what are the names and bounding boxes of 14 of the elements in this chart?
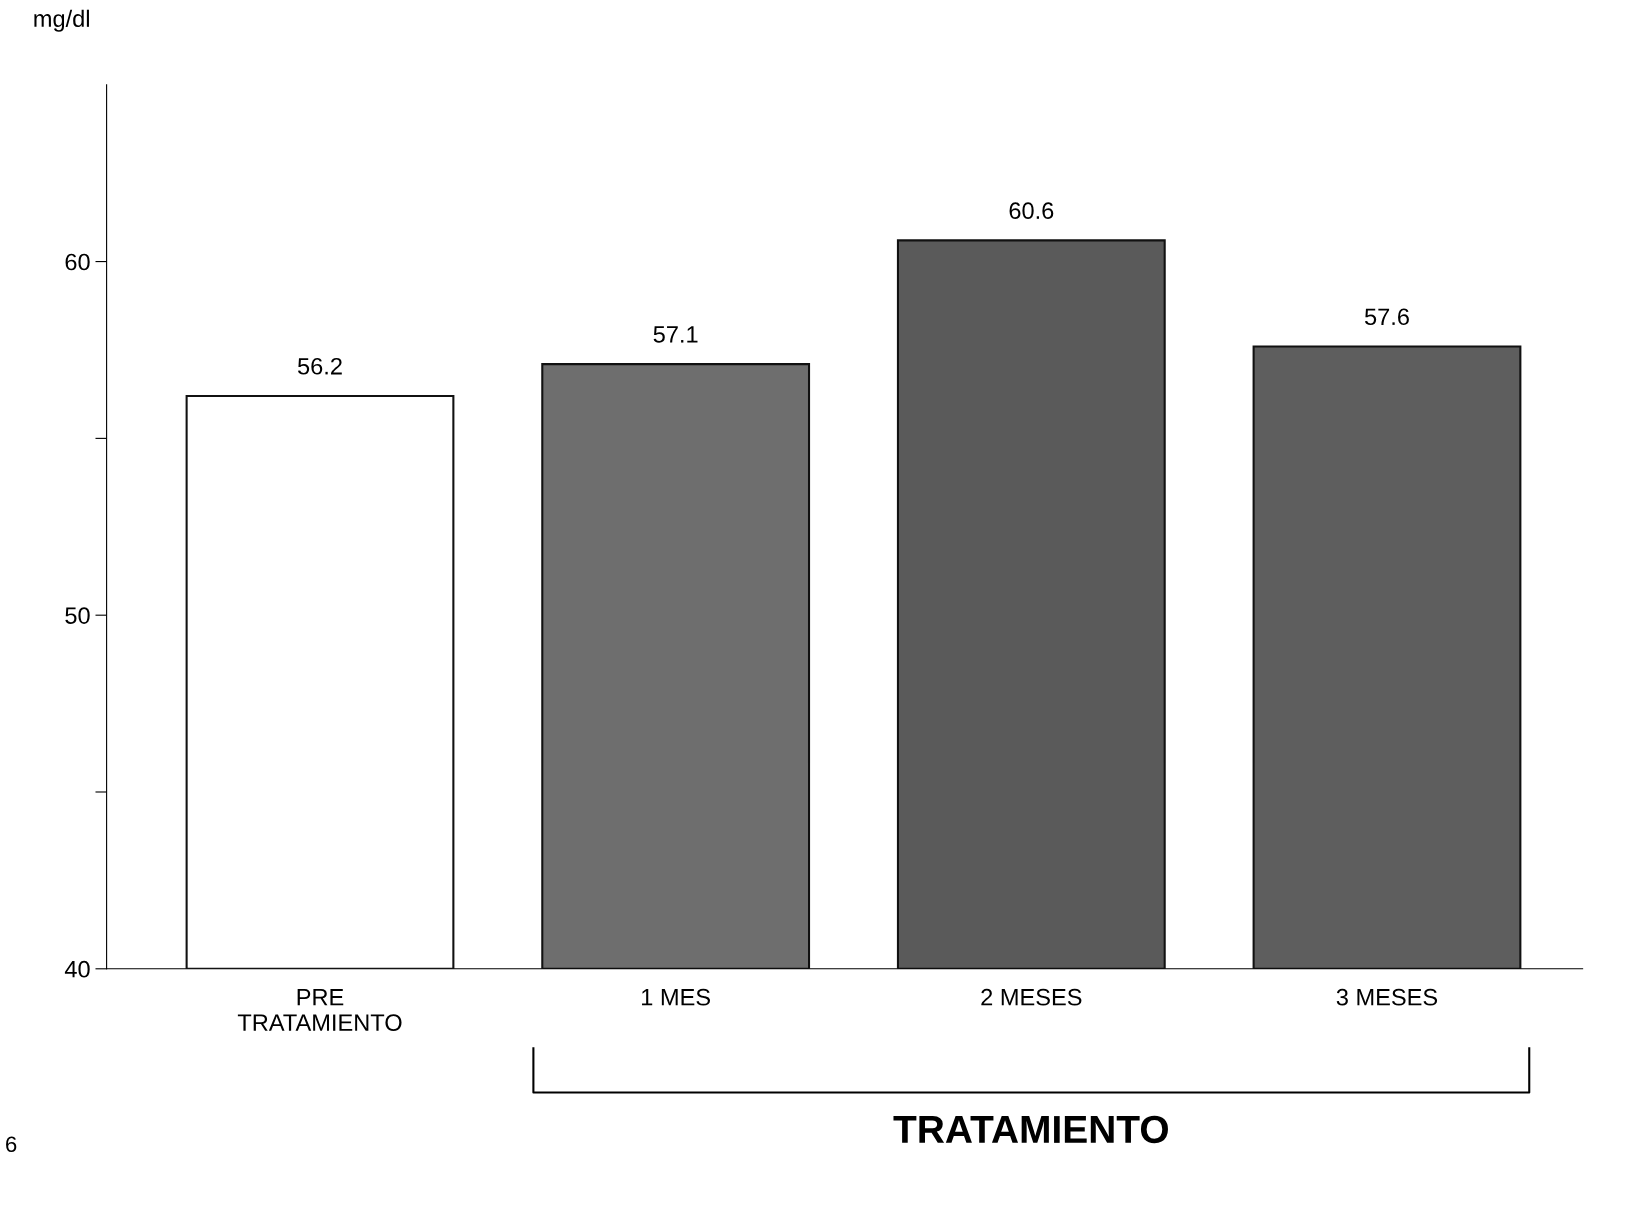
y-axis-title: mg/dl [34,9,89,32]
x-tick-label: 1 MES [642,988,711,1006]
data-label: 56.2 [297,357,342,375]
y-tick-label: 60 [65,253,90,271]
data-label: 57.6 [1364,308,1409,326]
text: 6 [6,1136,17,1153]
data-label: 57.1 [653,326,698,343]
y-tick-label: 50 [65,607,90,624]
data-label: 60.6 [1009,202,1054,220]
x-tick-label: PRE TRATAMIENTO [237,989,402,1032]
x-tick-label: 2 MESES [981,988,1082,1006]
text: TRATAMIENTO [893,1115,1168,1144]
x-tick-label: 3 MESES [1336,988,1438,1006]
y-tick-label: 40 [64,960,90,978]
